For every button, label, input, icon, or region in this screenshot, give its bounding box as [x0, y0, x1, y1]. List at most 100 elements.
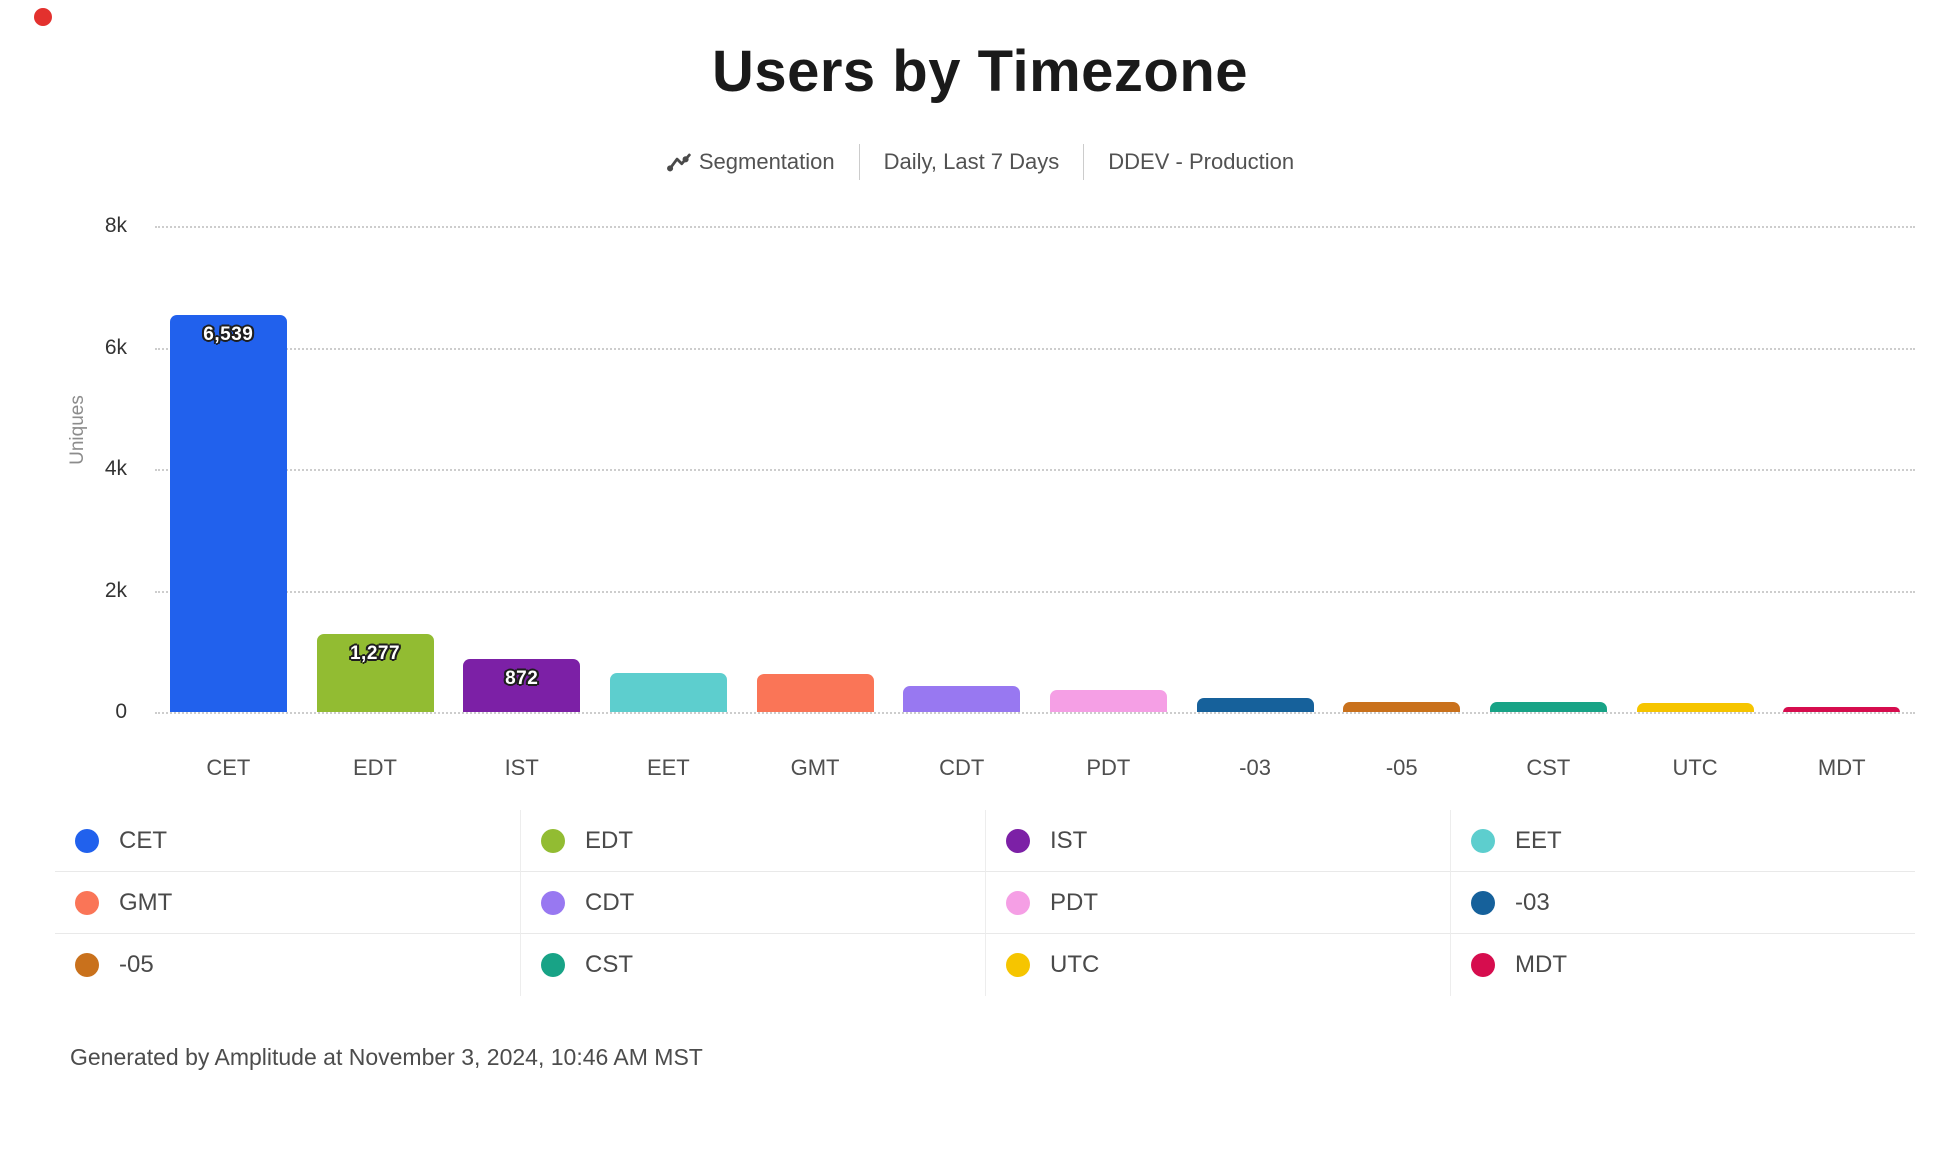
gridlines	[155, 226, 1915, 714]
bar-slot-EET	[595, 673, 742, 712]
legend-item-GMT[interactable]: GMT	[55, 872, 520, 934]
x-tick-EDT: EDT	[353, 755, 397, 780]
gridline-2k	[155, 590, 1915, 593]
gridline-8k	[155, 226, 1915, 228]
y-tick-0: 0	[115, 700, 127, 723]
x-tick-PDT: PDT	[1086, 755, 1131, 780]
x-tick-CET: CET	[206, 755, 251, 780]
bar--03[interactable]	[1196, 698, 1314, 712]
x-tick-IST: IST	[504, 755, 539, 780]
legend-label-PDT: PDT	[1050, 888, 1098, 916]
legend-item-CDT[interactable]: CDT	[520, 872, 985, 934]
bar-EDT[interactable]: 1,277	[316, 634, 434, 712]
y-tick-8k: 8k	[104, 214, 127, 237]
bar-slot-UTC	[1622, 702, 1769, 712]
legend-item-UTC[interactable]: UTC	[985, 934, 1450, 996]
bar-CST[interactable]	[1489, 702, 1607, 712]
bar-IST[interactable]: 872	[463, 659, 581, 712]
meta-divider	[1083, 144, 1085, 180]
legend-label-IST: IST	[1050, 826, 1088, 854]
legend-item-IST[interactable]: IST	[985, 810, 1450, 872]
legend-dot-EDT	[541, 828, 565, 853]
x-tick-UTC: UTC	[1672, 755, 1718, 780]
legend-item--05[interactable]: -05	[55, 934, 520, 996]
x-tick--05: -05	[1385, 755, 1418, 780]
x-tick-GMT: GMT	[790, 755, 840, 780]
legend-label-UTC: UTC	[1050, 951, 1100, 978]
legend-dot-IST	[1006, 828, 1030, 853]
bar-value-EDT: 1,277	[349, 643, 401, 665]
bar-EET[interactable]	[609, 673, 727, 712]
record-dot-icon	[34, 8, 52, 26]
bars: 6,539 1,277 872	[155, 226, 1915, 712]
legend-label-GMT: GMT	[119, 888, 173, 916]
legend-dot--05	[75, 953, 99, 977]
legend-item-CET[interactable]: CET	[55, 810, 520, 872]
x-tick-EET: EET	[646, 755, 690, 780]
legend-dot-CST	[541, 953, 565, 977]
legend-item-MDT[interactable]: MDT	[1450, 934, 1915, 996]
bar-value-IST: 872	[505, 668, 539, 689]
y-tick-2k: 2k	[104, 578, 127, 602]
bar-GMT[interactable]	[756, 673, 874, 712]
bar-slot-PDT	[1035, 689, 1182, 712]
y-tick-4k: 4k	[104, 457, 127, 480]
chart-meta-row: Segmentation Daily, Last 7 Days DDEV - P…	[0, 144, 1960, 180]
legend-dot-CET	[75, 828, 99, 853]
bar-slot-CET: 6,539	[155, 314, 302, 712]
legend-label-MDT: MDT	[1515, 951, 1567, 978]
legend-label-EET: EET	[1515, 826, 1562, 854]
bar-UTC[interactable]	[1636, 702, 1754, 712]
legend-label--05: -05	[119, 951, 154, 978]
legend-item-CST[interactable]: CST	[520, 934, 985, 996]
bar-MDT[interactable]	[1783, 706, 1901, 712]
meta-divider	[858, 144, 860, 180]
legend-label-EDT: EDT	[585, 826, 633, 854]
x-tick-CST: CST	[1526, 755, 1571, 780]
legend-item--03[interactable]: -03	[1450, 872, 1915, 934]
legend-label-CET: CET	[119, 826, 167, 854]
gridline-0	[155, 712, 1915, 714]
legend-item-EDT[interactable]: EDT	[520, 810, 985, 872]
bar-slot-EDT: 1,277	[302, 634, 449, 712]
bar-slot-GMT	[742, 673, 889, 712]
x-tick-MDT: MDT	[1817, 755, 1866, 780]
legend-dot-PDT	[1006, 890, 1030, 915]
legend-item-EET[interactable]: EET	[1450, 810, 1915, 872]
bar-slot--03	[1182, 698, 1329, 712]
bar--05[interactable]	[1343, 702, 1461, 712]
x-tick--03: -03	[1239, 755, 1271, 780]
legend-label-CST: CST	[585, 951, 633, 978]
footer-text: Generated by Amplitude at November 3, 20…	[70, 1044, 703, 1070]
y-tick-6k: 6k	[104, 335, 127, 359]
segmentation-label: Segmentation	[698, 149, 835, 174]
bar-slot-IST: 872	[448, 659, 595, 712]
gridline-6k	[155, 347, 1915, 350]
legend-dot-EET	[1471, 828, 1495, 853]
segmentation-line-chart-icon	[666, 153, 691, 172]
y-axis-ticks: 8k 6k 4k 2k 0	[55, 214, 127, 723]
x-tick-CDT: CDT	[939, 755, 985, 780]
bar-value-CET: 6,539	[203, 323, 254, 345]
bar-CET[interactable]: 6,539	[169, 314, 287, 712]
chart-title: Users by Timezone	[711, 39, 1249, 104]
chart-type-item: Segmentation	[666, 148, 835, 176]
bar-slot-CDT	[888, 685, 1035, 712]
legend-dot-UTC	[1006, 953, 1030, 977]
legend: CET EDT IST EET GMT CDT PDT -03 -05 CST UTC MDT	[55, 810, 1915, 996]
bar-PDT[interactable]	[1049, 689, 1167, 712]
bar-slot-CST	[1475, 702, 1622, 712]
legend-dot--03	[1471, 890, 1495, 915]
legend-dot-CDT	[541, 890, 565, 915]
legend-label-CDT: CDT	[585, 888, 635, 916]
date-range-label: Daily, Last 7 Days	[883, 149, 1060, 174]
x-axis-labels: CET EDT IST EET GMT CDT PDT -03 -05 CST UTC MDT	[155, 755, 1915, 781]
legend-dot-MDT	[1471, 953, 1495, 977]
legend-label--03: -03	[1515, 888, 1550, 916]
gridline-4k	[155, 469, 1915, 471]
project-label: DDEV - Production	[1108, 149, 1295, 174]
legend-dot-GMT	[75, 890, 99, 915]
bar-slot--05	[1328, 702, 1475, 712]
bar-CDT[interactable]	[903, 685, 1021, 712]
legend-item-PDT[interactable]: PDT	[985, 872, 1450, 934]
